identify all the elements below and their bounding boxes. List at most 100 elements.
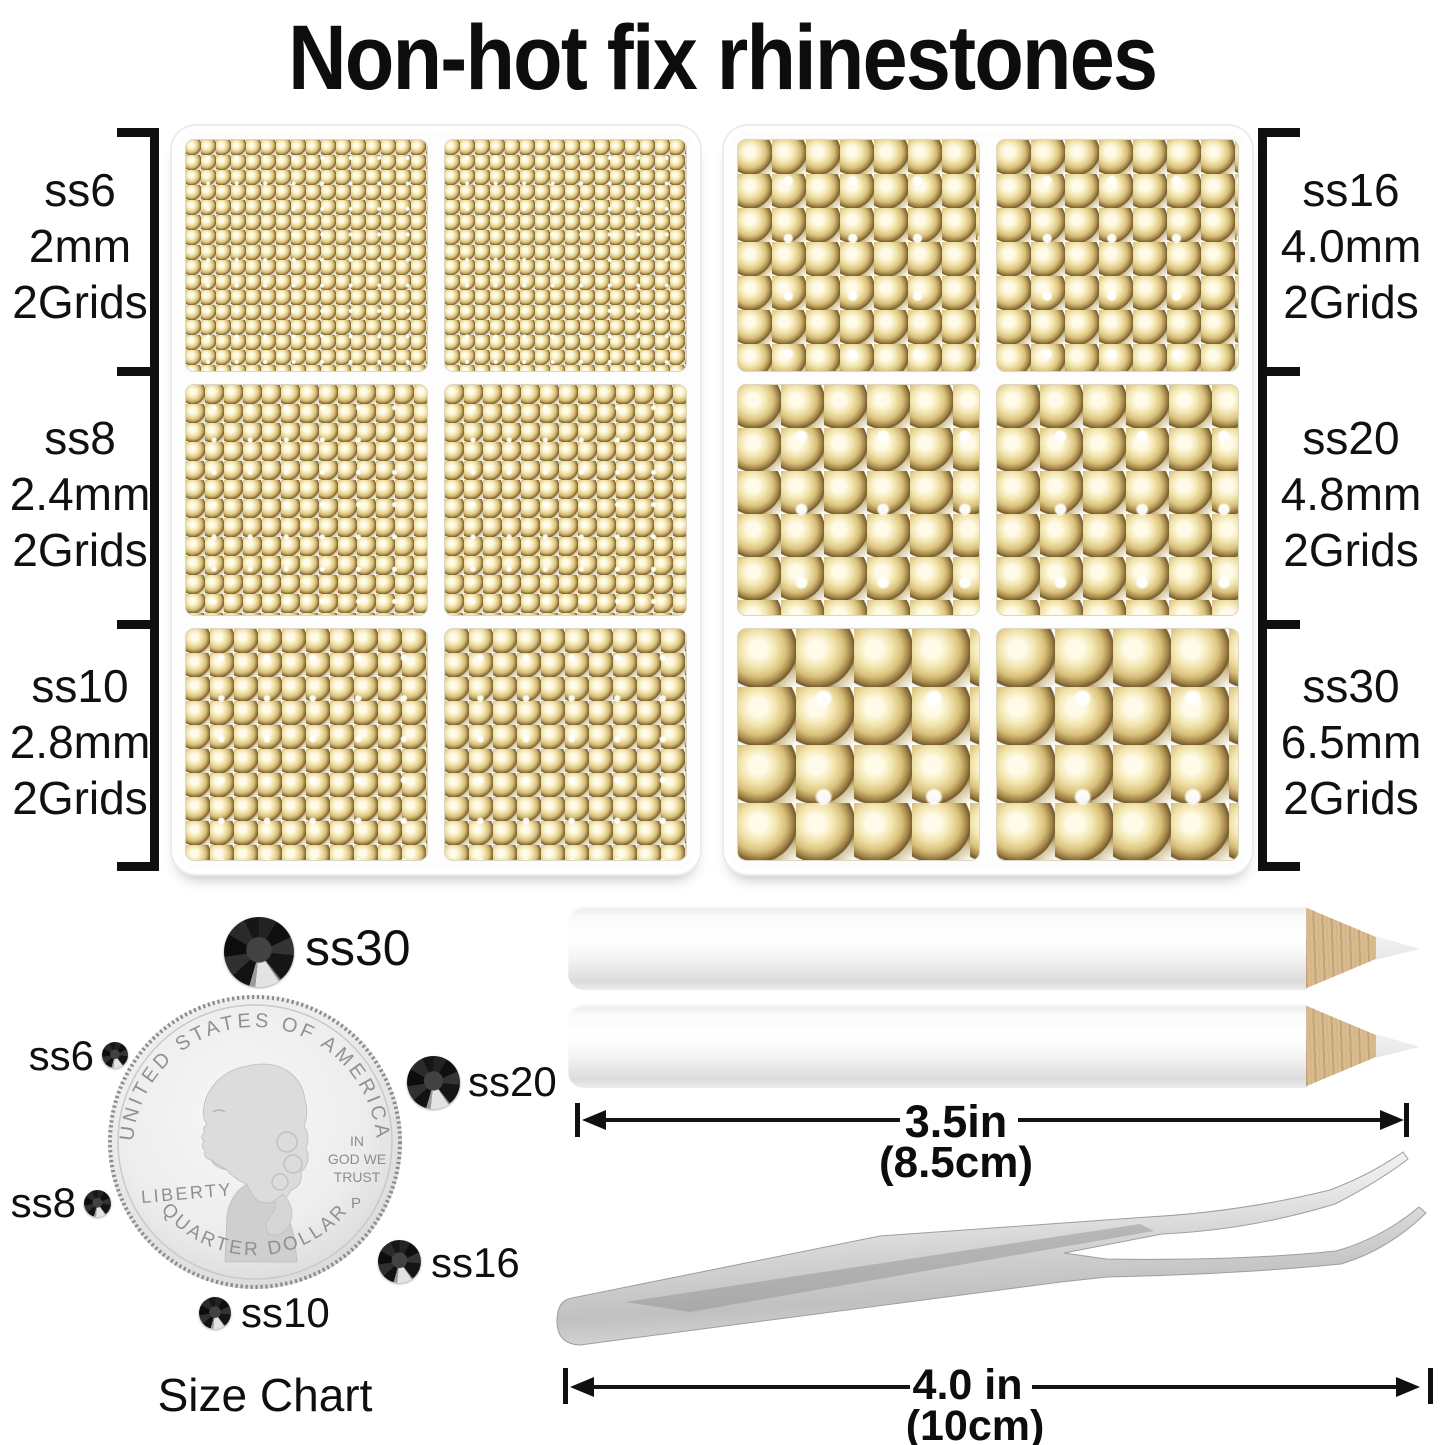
svg-text:TRUST: TRUST xyxy=(334,1169,381,1185)
dimension-end-bar xyxy=(563,1368,568,1404)
left-bracket-tick xyxy=(117,128,159,137)
label-ss10-diameter: 2.8mm xyxy=(9,716,151,768)
dimension-arrow-right xyxy=(1396,1377,1420,1397)
pencil-wax-point xyxy=(1376,1034,1420,1058)
right-bracket-tick xyxy=(1258,862,1300,871)
page-title-text: Non-hot fix rhinestones xyxy=(288,7,1158,109)
pencil-body xyxy=(568,906,1307,990)
label-ss20: ss20 4.8mm 2Grids xyxy=(1262,410,1440,578)
compartment-ss8-b xyxy=(444,383,687,617)
tweezers-length-cm: (10cm) xyxy=(905,1402,1045,1445)
tweezers-reflection xyxy=(625,1224,1154,1312)
left-bracket-tick xyxy=(117,620,159,629)
compartment-ss20-a xyxy=(737,383,980,617)
label-ss16: ss16 4.0mm 2Grids xyxy=(1262,162,1440,330)
dimension-end-bar xyxy=(1428,1368,1433,1404)
compartment-ss10-a xyxy=(185,628,428,861)
stone-label-ss6: ss6 xyxy=(28,1032,94,1079)
page-title: Non-hot fix rhinestones xyxy=(0,6,1445,111)
dimension-arrow-right xyxy=(1380,1110,1404,1130)
label-ss30-diameter: 6.5mm xyxy=(1280,716,1422,768)
size-chart-caption: Size Chart xyxy=(157,1369,373,1421)
sample-stone-ss16 xyxy=(378,1240,421,1283)
stone-label-ss16: ss16 xyxy=(431,1239,520,1286)
label-ss30-size: ss30 xyxy=(1302,660,1400,712)
right-bracket-tick xyxy=(1258,367,1300,376)
pencil-length-inches: 3.5in xyxy=(904,1096,1008,1147)
dimension-arrow-left xyxy=(570,1377,594,1397)
wax-pencil-2 xyxy=(568,1004,1420,1088)
label-ss16-size: ss16 xyxy=(1302,164,1400,216)
dimension-line xyxy=(604,1118,900,1122)
label-ss6-grids: 2Grids xyxy=(12,276,148,328)
coin-motto-text: IN GOD WE TRUST xyxy=(328,1133,386,1185)
label-ss8: ss8 2.4mm 2Grids xyxy=(4,410,156,578)
label-ss6-diameter: 2mm xyxy=(28,220,132,272)
pencil-body xyxy=(568,1004,1307,1088)
dimension-line xyxy=(1032,1385,1400,1389)
dimension-line xyxy=(1018,1118,1384,1122)
label-ss30: ss30 6.5mm 2Grids xyxy=(1262,658,1440,826)
compartment-ss30-b xyxy=(996,628,1239,861)
quarter-coin: UNITED STATES OF AMERICA QUARTER DOLLAR … xyxy=(108,995,402,1289)
pencil-length-cm: (8.5cm) xyxy=(878,1138,1034,1187)
sample-stone-ss20 xyxy=(407,1056,460,1109)
label-ss6-size: ss6 xyxy=(44,164,116,216)
sample-stone-ss30 xyxy=(224,917,294,987)
sample-stone-ss6 xyxy=(102,1042,128,1068)
pencil-wood-tip xyxy=(1306,907,1378,989)
coin-rim xyxy=(117,1004,393,1280)
compartment-ss8-a xyxy=(185,383,428,617)
label-ss20-size: ss20 xyxy=(1302,412,1400,464)
coin-mint-mark: P xyxy=(351,1195,361,1212)
label-ss10-size: ss10 xyxy=(31,660,129,712)
left-bracket-tick xyxy=(117,862,159,871)
dimension-end-bar xyxy=(575,1103,580,1137)
stone-label-ss30: ss30 xyxy=(305,920,411,976)
label-ss8-diameter: 2.4mm xyxy=(9,468,151,520)
compartment-ss10-b xyxy=(444,628,687,861)
washington-portrait xyxy=(201,1063,309,1263)
wax-pencil-1 xyxy=(568,906,1420,990)
left-bracket-line xyxy=(150,128,159,871)
label-ss20-grids: 2Grids xyxy=(1283,524,1419,576)
svg-text:GOD WE: GOD WE xyxy=(328,1151,386,1167)
label-ss10: ss10 2.8mm 2Grids xyxy=(4,658,156,826)
right-bracket-tick xyxy=(1258,128,1300,137)
label-ss8-grids: 2Grids xyxy=(12,524,148,576)
stone-label-ss8: ss8 xyxy=(10,1179,76,1226)
pencil-wood-tip xyxy=(1306,1005,1378,1087)
dimension-line xyxy=(592,1385,910,1389)
dimension-arrow-left xyxy=(582,1110,606,1130)
label-ss10-grids: 2Grids xyxy=(12,772,148,824)
tweezers-body xyxy=(556,1151,1427,1346)
pencil-wax-point xyxy=(1376,936,1420,960)
rhinestone-box-left xyxy=(170,124,702,876)
compartment-ss16-b xyxy=(996,139,1239,372)
stone-label-ss10: ss10 xyxy=(241,1289,330,1336)
label-ss20-diameter: 4.8mm xyxy=(1280,468,1422,520)
left-bracket-tick xyxy=(117,367,159,376)
sample-stone-ss8 xyxy=(84,1190,111,1217)
stone-label-ss20: ss20 xyxy=(468,1058,557,1105)
compartment-ss20-b xyxy=(996,383,1239,617)
right-bracket-line xyxy=(1258,128,1267,871)
svg-text:IN: IN xyxy=(350,1133,364,1149)
compartment-ss6-a xyxy=(185,139,428,372)
label-ss16-diameter: 4.0mm xyxy=(1280,220,1422,272)
compartment-ss6-b xyxy=(444,139,687,372)
label-ss6: ss6 2mm 2Grids xyxy=(4,162,156,330)
coin-reeded-edge xyxy=(108,995,402,1289)
label-ss8-size: ss8 xyxy=(44,412,116,464)
compartment-ss16-a xyxy=(737,139,980,372)
label-ss16-grids: 2Grids xyxy=(1283,276,1419,328)
dimension-end-bar xyxy=(1404,1103,1409,1137)
right-bracket-tick xyxy=(1258,620,1300,629)
label-ss30-grids: 2Grids xyxy=(1283,772,1419,824)
compartment-ss30-a xyxy=(737,628,980,861)
curved-tweezers xyxy=(556,1151,1427,1346)
rhinestone-box-right xyxy=(722,124,1254,876)
sample-stone-ss10 xyxy=(199,1297,231,1329)
tweezers-length-inches: 4.0 in xyxy=(912,1361,1023,1409)
